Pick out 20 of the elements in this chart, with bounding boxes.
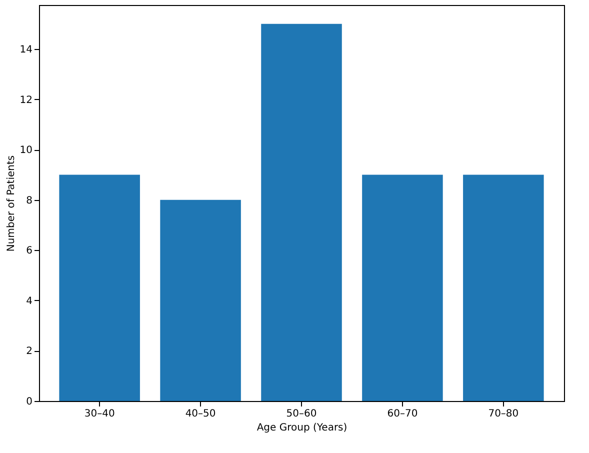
x-tick-label: 40–50 <box>185 408 216 420</box>
y-tick-label: 0 <box>26 396 32 408</box>
bar <box>362 174 443 401</box>
bar <box>261 24 342 401</box>
y-tick-label: 4 <box>26 296 32 307</box>
x-tick-label: 60–70 <box>387 408 418 420</box>
x-axis-title: Age Group (Years) <box>256 422 348 434</box>
bar <box>463 174 544 401</box>
y-tick-label: 2 <box>26 346 32 358</box>
bar <box>59 174 140 401</box>
y-tick-label: 14 <box>20 44 32 56</box>
y-tick-label: 12 <box>20 94 32 106</box>
y-axis-title: Number of Patients <box>6 155 17 252</box>
bar <box>160 200 241 401</box>
y-tick-label: 8 <box>26 195 32 206</box>
y-tick-label: 10 <box>20 145 32 156</box>
x-tick-label: 30–40 <box>84 408 115 420</box>
x-tick-label: 50–60 <box>286 408 317 420</box>
y-tick-label: 6 <box>26 246 32 257</box>
x-tick-label: 70–80 <box>488 408 519 420</box>
